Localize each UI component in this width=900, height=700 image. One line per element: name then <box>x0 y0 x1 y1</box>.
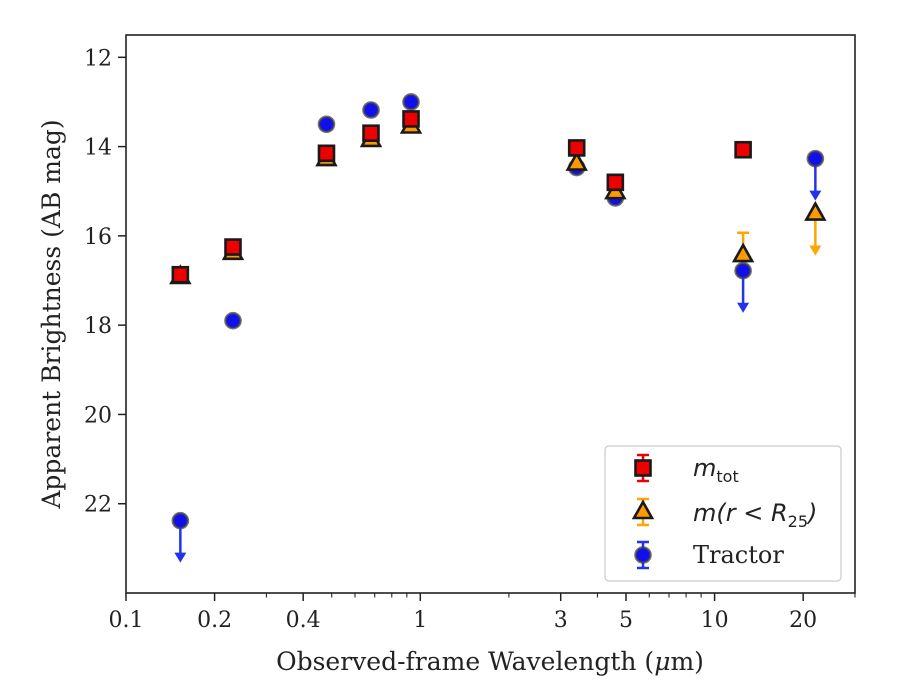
data-point-square <box>606 173 625 192</box>
upper-limit-arrow-head <box>809 190 822 201</box>
legend-label-m-r25: m(r < R25) <box>693 499 817 531</box>
legend-box <box>604 445 842 582</box>
y-tick-label: 20 <box>84 403 112 428</box>
y-tick-label: 12 <box>84 46 112 71</box>
data-point-square <box>734 140 752 159</box>
y-axis-label: Apparent Brightness (AB mag) <box>37 119 66 509</box>
y-tick-label: 22 <box>84 493 112 518</box>
data-point-square <box>171 265 190 284</box>
data-point-circle <box>734 261 752 280</box>
data-point-square <box>567 139 586 157</box>
legend-marker-square <box>634 459 652 477</box>
y-tick-label: 18 <box>84 314 112 339</box>
legend-marker-triangle <box>631 499 655 520</box>
data-point-triangle <box>731 242 755 263</box>
data-point-circle <box>317 115 336 134</box>
legend-label-mtot: mtot <box>693 454 739 486</box>
y-axis-ticks: 12 14 16 18 20 22 <box>84 46 126 518</box>
legend-marker-circle <box>634 546 652 564</box>
data-point-square <box>224 238 242 256</box>
y-tick-label: 14 <box>84 136 112 161</box>
x-axis-ticks: 0.1 0.2 0.4 1 3 5 10 20 <box>109 593 856 633</box>
x-tick-label: 3 <box>554 608 568 633</box>
data-point-circle <box>224 311 242 330</box>
x-tick-label: 0.4 <box>286 608 321 633</box>
x-tick-label: 1 <box>413 608 427 633</box>
data-point-circle <box>402 93 420 111</box>
data-point-square <box>362 124 380 143</box>
x-tick-label: 0.2 <box>197 608 232 633</box>
upper-limit-arrow-head <box>174 552 187 563</box>
x-tick-label: 0.1 <box>109 608 144 633</box>
legend: mtot m(r < R25) Tractor <box>604 445 842 582</box>
data-point-triangle <box>565 150 588 171</box>
legend-markers <box>631 453 655 570</box>
x-tick-label: 5 <box>619 608 633 633</box>
data-point-circle <box>362 101 380 119</box>
data-point-square <box>317 144 336 163</box>
x-tick-label: 20 <box>789 608 817 633</box>
x-axis-label: Observed-frame Wavelength (μm) <box>276 647 704 676</box>
upper-limit-arrow-head <box>809 245 822 256</box>
legend-label-tractor: Tractor <box>693 541 784 569</box>
plot-frame <box>125 34 856 594</box>
data-point-circle <box>171 511 190 530</box>
data-marks <box>169 93 827 563</box>
data-point-triangle <box>804 200 827 221</box>
upper-limit-arrow-head <box>737 302 750 313</box>
y-tick-label: 16 <box>84 225 112 250</box>
data-point-circle <box>806 149 825 168</box>
x-tick-label: 10 <box>701 608 729 633</box>
data-point-square <box>402 110 420 128</box>
